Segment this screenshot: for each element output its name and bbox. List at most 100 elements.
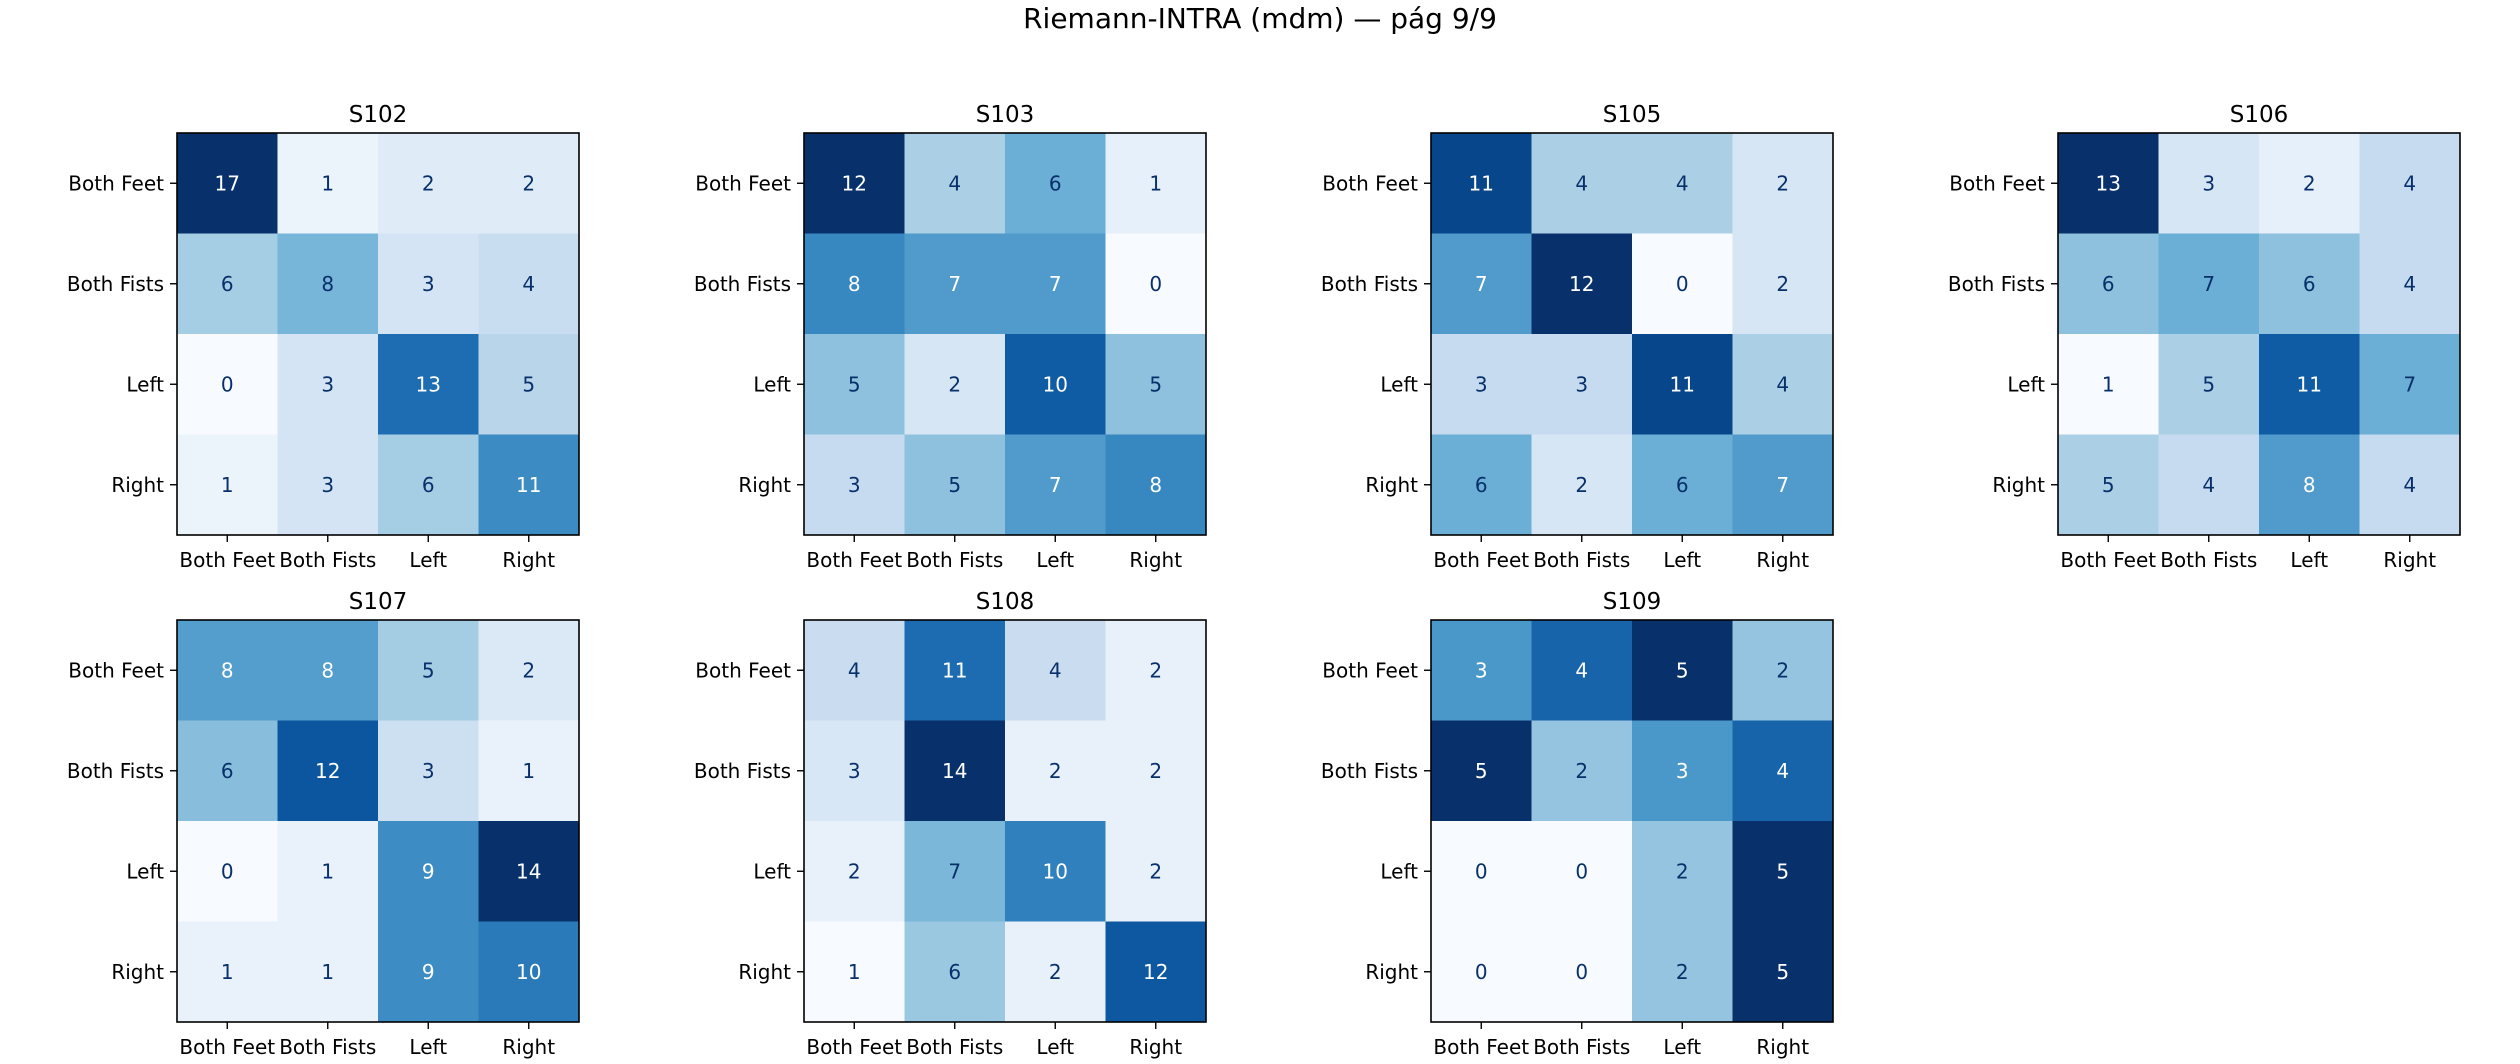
cell-value-label: 1 [321, 960, 334, 984]
cell-value-label: 2 [1149, 859, 1162, 883]
cell-value-label: 12 [842, 171, 867, 195]
y-tick-label: Both Feet [695, 171, 791, 195]
cell-value-label: 11 [1469, 171, 1494, 195]
cell-value-label: 0 [1475, 960, 1488, 984]
x-tick-label: Right [1129, 1035, 1182, 1059]
axes-frame [803, 132, 1207, 536]
x-tick-label: Left [1663, 1035, 1701, 1059]
cell-value-label: 8 [221, 658, 234, 682]
figure-title: Riemann-INTRA (mdm) — pág 9/9 [1023, 2, 1497, 35]
cell-value-label: 2 [1149, 658, 1162, 682]
cell-value-label: 2 [422, 171, 435, 195]
heatmap-cell [1431, 620, 1532, 721]
cell-value-label: 11 [1670, 372, 1695, 396]
heatmap-cell [1632, 334, 1733, 435]
heatmap-cell [1531, 434, 1633, 536]
heatmap-cell [2259, 233, 2360, 335]
x-tick-label: Both Fists [1533, 548, 1630, 572]
cell-value-label: 1 [221, 473, 234, 497]
heatmap-cell [2158, 334, 2260, 435]
heatmap-cell [177, 334, 278, 435]
x-tick-label: Both Fists [906, 1035, 1003, 1059]
heatmap-cell [1431, 233, 1532, 335]
cell-value-label: 1 [522, 759, 535, 783]
cell-value-label: 4 [1575, 658, 1588, 682]
cell-value-label: 2 [948, 372, 961, 396]
axes-frame [176, 619, 580, 1023]
heatmap-cell [1105, 133, 1207, 234]
y-tick-label: Right [1992, 473, 2045, 497]
heatmap-cell [1531, 821, 1633, 922]
cell-value-label: 4 [1676, 171, 1689, 195]
cell-value-label: 4 [848, 658, 861, 682]
cell-value-label: 4 [522, 272, 535, 296]
heatmap-cell [378, 434, 479, 536]
cell-value-label: 4 [1776, 759, 1789, 783]
cell-value-label: 5 [422, 658, 435, 682]
cell-value-label: 0 [221, 859, 234, 883]
heatmap-cell [1531, 720, 1633, 822]
heatmap-cell [478, 921, 580, 1023]
cell-value-label: 1 [1149, 171, 1162, 195]
heatmap-cell [1105, 821, 1207, 922]
heatmap-cell [2259, 334, 2360, 435]
heatmap-cell [378, 233, 479, 335]
heatmap-cell [2259, 434, 2360, 536]
heatmap-cell [1005, 821, 1106, 922]
x-tick-label: Both Feet [2060, 548, 2156, 572]
panel-title: S107 [349, 589, 408, 615]
y-tick-label: Left [753, 859, 791, 883]
x-tick-label: Left [2290, 548, 2328, 572]
cell-value-label: 2 [2303, 171, 2316, 195]
cell-value-label: 7 [1776, 473, 1789, 497]
cell-value-label: 4 [2202, 473, 2215, 497]
cell-value-label: 4 [1575, 171, 1588, 195]
cell-value-label: 8 [848, 272, 861, 296]
y-tick-label: Both Fists [1321, 759, 1418, 783]
heatmap-cell [177, 720, 278, 822]
heatmap-cell [1732, 620, 1834, 721]
cell-value-label: 0 [1575, 859, 1588, 883]
heatmap-cell [177, 434, 278, 536]
heatmap-cell [177, 133, 278, 234]
cell-value-label: 10 [1043, 859, 1068, 883]
heatmap-cell [904, 921, 1006, 1023]
x-tick-label: Left [1036, 1035, 1074, 1059]
x-tick-label: Right [2383, 548, 2436, 572]
cell-value-label: 4 [2403, 171, 2416, 195]
heatmap-cell [1732, 133, 1834, 234]
cell-value-label: 1 [848, 960, 861, 984]
heatmap-cell [478, 233, 580, 335]
heatmap-cell [2158, 233, 2260, 335]
heatmap-cell [1005, 720, 1106, 822]
cell-value-label: 0 [1149, 272, 1162, 296]
heatmap-cell [1005, 620, 1106, 721]
cell-value-label: 14 [516, 859, 541, 883]
cell-value-label: 3 [2202, 171, 2215, 195]
cell-value-label: 3 [848, 473, 861, 497]
heatmap-cell [1005, 233, 1106, 335]
cell-value-label: 0 [1575, 960, 1588, 984]
cell-value-label: 5 [948, 473, 961, 497]
heatmap-cell [1632, 434, 1733, 536]
cell-value-label: 13 [416, 372, 441, 396]
heatmap-cell [804, 720, 905, 822]
cell-value-label: 5 [2102, 473, 2115, 497]
cell-value-label: 4 [2403, 272, 2416, 296]
cell-value-label: 5 [2202, 372, 2215, 396]
cell-value-label: 13 [2096, 171, 2121, 195]
heatmap-cell [904, 233, 1006, 335]
heatmap-cell [904, 720, 1006, 822]
cell-value-label: 3 [1475, 658, 1488, 682]
cell-value-label: 8 [1149, 473, 1162, 497]
cell-value-label: 0 [1475, 859, 1488, 883]
panel-title: S108 [976, 589, 1035, 615]
panel-title: S102 [349, 102, 408, 128]
cell-value-label: 6 [948, 960, 961, 984]
heatmap-cell [277, 133, 379, 234]
